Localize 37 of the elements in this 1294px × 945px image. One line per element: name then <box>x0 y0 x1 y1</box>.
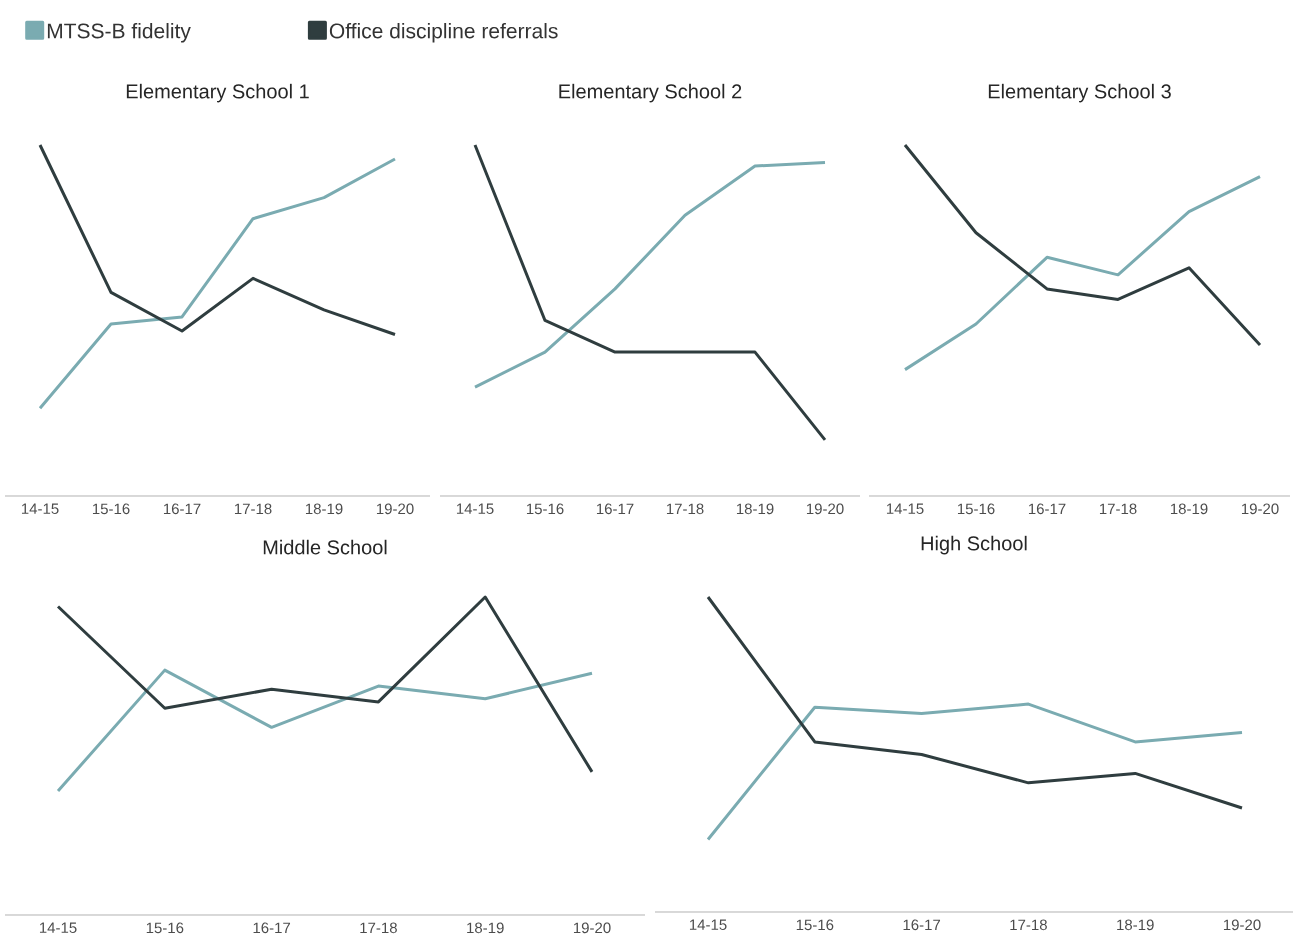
legend-label: Office discipline referrals <box>329 22 558 43</box>
x-tick-label: 14-15 <box>689 919 727 930</box>
chart-title: High School <box>921 535 1027 555</box>
x-tick-label: 15-16 <box>146 922 184 934</box>
x-tick-label: 14-15 <box>39 922 77 933</box>
x-tick-label: 16-17 <box>1028 503 1066 515</box>
x-tick-label: 19-20 <box>1223 919 1261 931</box>
x-tick-label: 17-18 <box>234 503 272 515</box>
x-tick-label: 19-20 <box>376 503 414 515</box>
chart-title: Elementary School 2 <box>559 83 742 103</box>
x-tick-label: 19-20 <box>1241 503 1279 515</box>
x-tick-label: 17-18 <box>360 922 397 934</box>
x-tick-label: 19-20 <box>806 503 844 515</box>
x-tick-label: 15-16 <box>526 503 564 515</box>
x-tick-label: 14-15 <box>456 503 494 514</box>
x-tick-label: 15-16 <box>92 503 130 515</box>
chart-title: Elementary School 3 <box>988 83 1171 103</box>
legend-label: MTSS-B fidelity <box>47 22 191 43</box>
x-tick-label: 18-19 <box>467 922 504 934</box>
chart-title: Middle School <box>263 539 387 555</box>
x-tick-label: 14-15 <box>886 503 924 514</box>
x-tick-label: 16-17 <box>596 503 634 515</box>
x-tick-label: 17-18 <box>1099 503 1137 515</box>
x-tick-label: 19-20 <box>573 922 611 934</box>
x-tick-label: 16-17 <box>163 503 201 515</box>
x-tick-label: 18-19 <box>736 503 774 515</box>
x-tick-label: 18-19 <box>1170 503 1208 515</box>
x-tick-label: 18-19 <box>305 503 343 515</box>
x-tick-label: 17-18 <box>666 503 704 515</box>
x-tick-label: 15-16 <box>957 503 995 515</box>
x-tick-label: 16-17 <box>903 919 941 931</box>
x-tick-label: 17-18 <box>1010 919 1047 931</box>
chart-title: Elementary School 1 <box>126 83 309 103</box>
x-tick-label: 14-15 <box>21 503 59 514</box>
x-tick-label: 15-16 <box>796 919 834 931</box>
x-tick-label: 16-17 <box>253 922 291 934</box>
x-tick-label: 18-19 <box>1117 919 1154 931</box>
